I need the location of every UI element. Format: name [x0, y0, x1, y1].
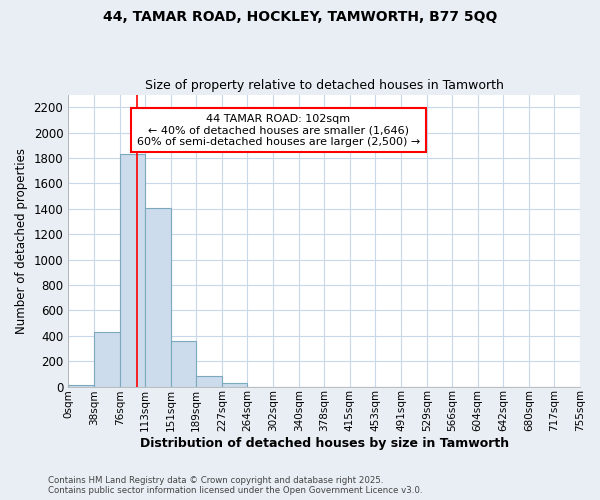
- Bar: [145, 208, 170, 386]
- Bar: [222, 384, 247, 386]
- Bar: [196, 376, 222, 386]
- Bar: [94, 332, 119, 386]
- Text: 44 TAMAR ROAD: 102sqm
← 40% of detached houses are smaller (1,646)
60% of semi-d: 44 TAMAR ROAD: 102sqm ← 40% of detached …: [137, 114, 420, 147]
- Text: 44, TAMAR ROAD, HOCKLEY, TAMWORTH, B77 5QQ: 44, TAMAR ROAD, HOCKLEY, TAMWORTH, B77 5…: [103, 10, 497, 24]
- Bar: [119, 154, 145, 386]
- Text: Contains HM Land Registry data © Crown copyright and database right 2025.
Contai: Contains HM Land Registry data © Crown c…: [48, 476, 422, 495]
- X-axis label: Distribution of detached houses by size in Tamworth: Distribution of detached houses by size …: [140, 437, 509, 450]
- Title: Size of property relative to detached houses in Tamworth: Size of property relative to detached ho…: [145, 79, 503, 92]
- Y-axis label: Number of detached properties: Number of detached properties: [15, 148, 28, 334]
- Bar: [170, 341, 196, 386]
